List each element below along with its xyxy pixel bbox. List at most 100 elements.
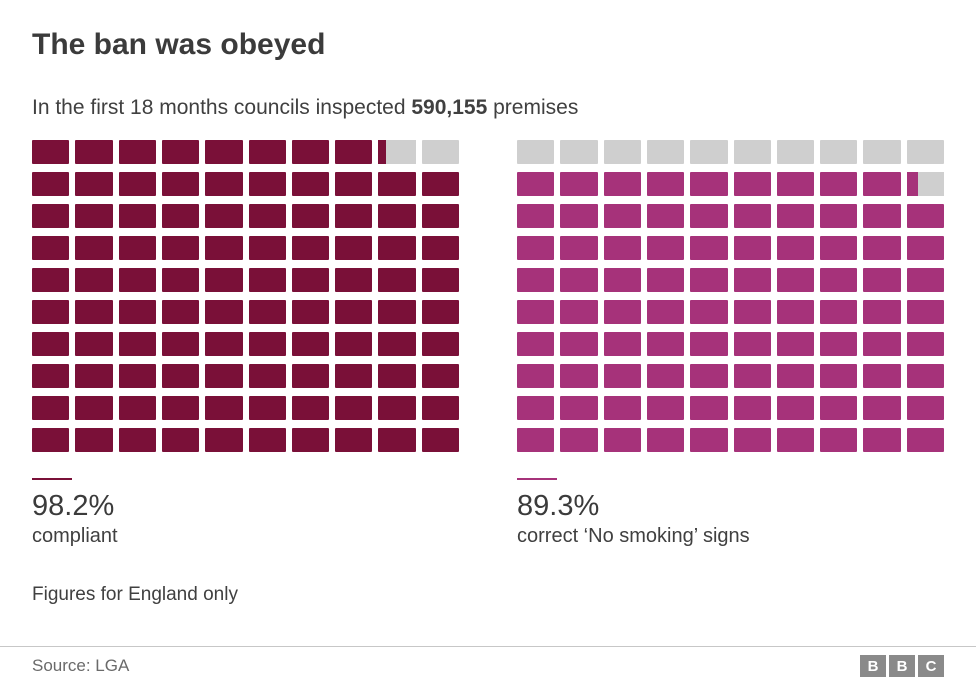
waffle-cell bbox=[647, 236, 684, 260]
waffle-cell bbox=[517, 396, 554, 420]
waffle-cell bbox=[907, 236, 944, 260]
waffle-cell bbox=[422, 268, 459, 292]
bbc-logo-letter: B bbox=[860, 655, 886, 677]
waffle-cell bbox=[820, 204, 857, 228]
waffle-cell bbox=[292, 332, 329, 356]
waffle-cell bbox=[863, 300, 900, 324]
waffle-cell bbox=[517, 204, 554, 228]
stat-value-signs: 89.3% bbox=[517, 490, 944, 523]
waffle-cell bbox=[604, 268, 641, 292]
chart-footnote: Figures for England only bbox=[32, 584, 944, 606]
waffle-cell bbox=[162, 140, 199, 164]
waffle-cell bbox=[205, 364, 242, 388]
waffle-cell bbox=[690, 204, 727, 228]
waffle-cell bbox=[647, 300, 684, 324]
waffle-cell bbox=[604, 332, 641, 356]
waffle-cell bbox=[75, 172, 112, 196]
waffle-cell bbox=[378, 172, 415, 196]
waffle-cell bbox=[32, 300, 69, 324]
waffle-cell bbox=[378, 140, 415, 164]
waffle-cell bbox=[907, 140, 944, 164]
waffle-cell bbox=[517, 140, 554, 164]
waffle-cell bbox=[162, 236, 199, 260]
waffle-cell bbox=[517, 268, 554, 292]
waffle-cell bbox=[560, 268, 597, 292]
subtitle-count: 590,155 bbox=[411, 96, 487, 119]
waffle-cell bbox=[690, 300, 727, 324]
waffle-cell bbox=[32, 172, 69, 196]
chart-title: The ban was obeyed bbox=[32, 28, 944, 62]
waffle-cell bbox=[75, 428, 112, 452]
waffle-cell bbox=[292, 140, 329, 164]
waffle-cell bbox=[820, 428, 857, 452]
waffle-cell bbox=[647, 140, 684, 164]
waffle-cell bbox=[335, 364, 372, 388]
waffle-cell bbox=[32, 332, 69, 356]
waffle-cell bbox=[249, 332, 286, 356]
bbc-logo: B B C bbox=[860, 655, 944, 677]
waffle-cell bbox=[690, 172, 727, 196]
waffle-cell bbox=[604, 396, 641, 420]
waffle-cell bbox=[907, 396, 944, 420]
waffle-cell bbox=[378, 396, 415, 420]
waffle-cell bbox=[863, 236, 900, 260]
waffle-cell bbox=[604, 140, 641, 164]
waffle-cell bbox=[162, 364, 199, 388]
waffle-cell bbox=[75, 300, 112, 324]
waffle-cell bbox=[32, 204, 69, 228]
waffle-cell bbox=[777, 332, 814, 356]
waffle-cell bbox=[820, 140, 857, 164]
waffle-cell bbox=[75, 236, 112, 260]
waffle-cell bbox=[249, 300, 286, 324]
waffle-cell bbox=[777, 172, 814, 196]
waffle-cell bbox=[335, 332, 372, 356]
waffle-cell bbox=[517, 300, 554, 324]
waffle-cell bbox=[517, 172, 554, 196]
chart-subtitle: In the first 18 months councils inspecte… bbox=[32, 96, 944, 120]
waffle-cell bbox=[690, 140, 727, 164]
waffle-cell bbox=[249, 364, 286, 388]
waffle-cell bbox=[335, 428, 372, 452]
waffle-cell bbox=[32, 396, 69, 420]
waffle-cell bbox=[75, 204, 112, 228]
waffle-cell bbox=[119, 140, 156, 164]
waffle-cell bbox=[378, 300, 415, 324]
waffle-cell bbox=[75, 396, 112, 420]
waffle-no-smoking-signs: 89.3% correct ‘No smoking’ signs bbox=[517, 140, 944, 548]
waffle-cell bbox=[907, 428, 944, 452]
waffle-cell bbox=[690, 364, 727, 388]
waffle-cell bbox=[777, 428, 814, 452]
waffle-charts-row: 98.2% compliant 89.3% correct ‘No smokin… bbox=[32, 140, 944, 548]
waffle-cell bbox=[205, 140, 242, 164]
waffle-cell bbox=[75, 332, 112, 356]
waffle-cell bbox=[292, 268, 329, 292]
waffle-cell bbox=[249, 172, 286, 196]
waffle-cell bbox=[517, 428, 554, 452]
waffle-cell bbox=[335, 236, 372, 260]
waffle-cell bbox=[119, 236, 156, 260]
waffle-cell bbox=[205, 236, 242, 260]
waffle-cell bbox=[647, 268, 684, 292]
waffle-cell bbox=[734, 364, 771, 388]
waffle-cell bbox=[75, 268, 112, 292]
waffle-cell bbox=[205, 300, 242, 324]
waffle-cell bbox=[249, 236, 286, 260]
waffle-cell bbox=[604, 300, 641, 324]
waffle-cell bbox=[863, 172, 900, 196]
waffle-cell bbox=[422, 204, 459, 228]
waffle-cell bbox=[604, 236, 641, 260]
waffle-cell bbox=[162, 396, 199, 420]
waffle-cell bbox=[422, 172, 459, 196]
waffle-cell bbox=[249, 204, 286, 228]
waffle-cell bbox=[422, 140, 459, 164]
waffle-cell bbox=[777, 140, 814, 164]
waffle-cell bbox=[734, 268, 771, 292]
waffle-cell bbox=[647, 428, 684, 452]
waffle-cell bbox=[734, 332, 771, 356]
waffle-cell bbox=[32, 140, 69, 164]
waffle-cell bbox=[604, 204, 641, 228]
waffle-cell bbox=[119, 332, 156, 356]
waffle-cell bbox=[292, 172, 329, 196]
waffle-cell bbox=[604, 428, 641, 452]
waffle-cell bbox=[777, 364, 814, 388]
